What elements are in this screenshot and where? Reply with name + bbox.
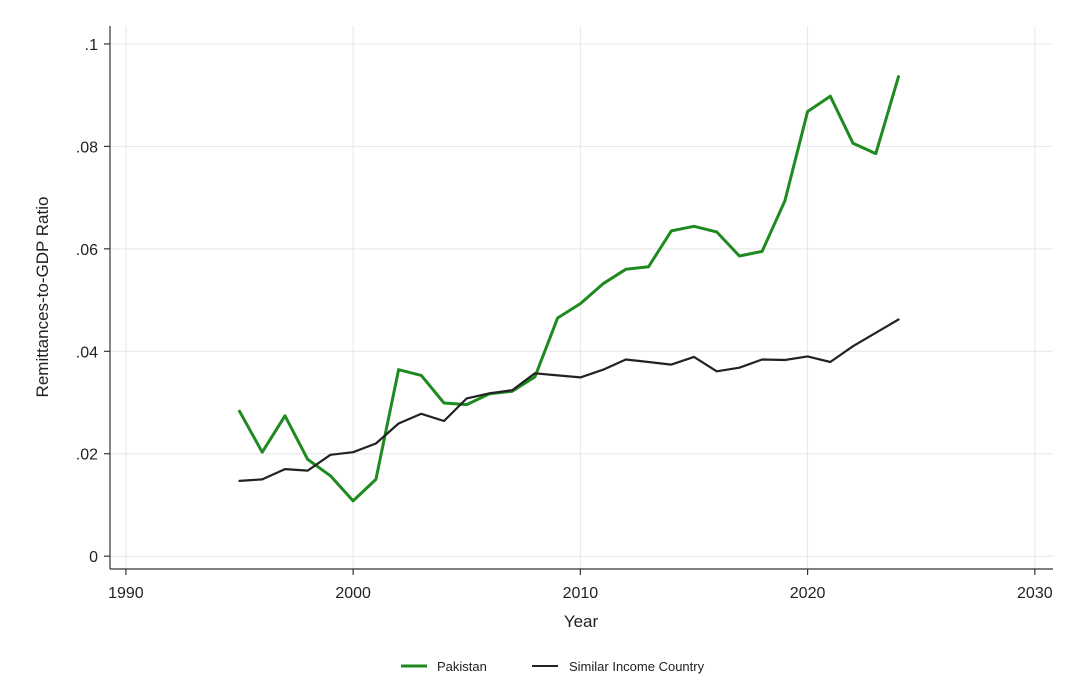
data-point-similar-income-country [284, 468, 286, 470]
data-point-pakistan [647, 266, 650, 268]
data-point-similar-income-country [375, 442, 377, 445]
data-point-pakistan [852, 142, 854, 144]
series-lines [238, 75, 900, 503]
data-point-pakistan [829, 95, 831, 97]
data-point-pakistan [557, 317, 559, 319]
data-point-pakistan [579, 303, 582, 305]
axes [109, 26, 1053, 570]
data-point-similar-income-country [784, 359, 786, 361]
data-point-similar-income-country [829, 361, 831, 363]
series-line-pakistan [238, 75, 900, 503]
data-point-similar-income-country [579, 376, 582, 378]
x-tick-label: 2000 [335, 585, 371, 602]
y-axis-title: Remittances-to-GDP Ratio [33, 197, 52, 398]
y-tick-label: .04 [76, 344, 98, 361]
data-point-pakistan [716, 231, 718, 233]
data-point-similar-income-country [875, 332, 877, 334]
y-tick-label: .06 [76, 242, 98, 259]
data-point-similar-income-country [238, 480, 241, 482]
data-point-similar-income-country [738, 367, 741, 369]
data-point-similar-income-country [398, 422, 400, 425]
data-point-similar-income-country [261, 478, 263, 480]
data-point-similar-income-country [602, 369, 604, 371]
data-point-pakistan [875, 153, 877, 155]
data-point-pakistan [238, 410, 241, 412]
data-point-similar-income-country [557, 374, 559, 376]
data-point-similar-income-country [443, 420, 445, 422]
data-point-similar-income-country [329, 454, 331, 456]
data-point-similar-income-country [852, 345, 854, 347]
y-tick-label: .02 [76, 447, 98, 464]
data-point-pakistan [602, 283, 604, 285]
data-point-pakistan [329, 475, 331, 477]
data-point-pakistan [897, 76, 900, 78]
data-point-similar-income-country [807, 355, 809, 357]
data-point-pakistan [693, 225, 695, 227]
data-point-pakistan [738, 255, 741, 257]
data-point-similar-income-country [693, 356, 695, 358]
axis-ticks: 1990 2000 2010 2020 2030 0 .02 .04 .06 .08 .1 [76, 37, 1053, 602]
data-point-pakistan [375, 478, 377, 480]
y-tick-label: .08 [76, 139, 98, 156]
data-point-pakistan [352, 500, 354, 502]
x-tick-label: 1990 [108, 585, 144, 602]
data-point-similar-income-country [466, 397, 468, 399]
data-point-pakistan [534, 376, 536, 378]
data-point-pakistan [307, 458, 309, 460]
data-point-pakistan [625, 268, 627, 270]
data-point-pakistan [443, 402, 445, 404]
data-point-similar-income-country [534, 372, 536, 374]
data-point-pakistan [761, 250, 763, 252]
data-point-similar-income-country [897, 318, 900, 321]
data-point-similar-income-country [647, 361, 650, 363]
data-point-pakistan [670, 230, 672, 232]
x-axis-title: Year [564, 612, 599, 631]
grid-lines [110, 26, 1053, 569]
series-line-similar-income-country [238, 318, 900, 482]
legend-label-similar-income-country: Similar Income Country [569, 659, 705, 674]
data-point-similar-income-country [670, 364, 672, 366]
data-point-similar-income-country [761, 358, 763, 361]
data-point-similar-income-country [511, 389, 513, 391]
y-tick-label: .1 [85, 37, 98, 54]
data-point-similar-income-country [625, 358, 627, 361]
data-point-pakistan [420, 374, 422, 376]
data-point-similar-income-country [716, 370, 718, 372]
legend: Pakistan Similar Income Country [401, 659, 705, 674]
x-tick-label: 2010 [563, 585, 599, 602]
data-point-similar-income-country [488, 392, 491, 394]
data-point-pakistan [284, 415, 286, 417]
data-point-pakistan [784, 200, 786, 202]
data-point-similar-income-country [307, 470, 309, 472]
data-point-pakistan [398, 369, 400, 371]
x-tick-label: 2030 [1017, 585, 1053, 602]
y-tick-label: 0 [89, 549, 98, 566]
legend-label-pakistan: Pakistan [437, 659, 487, 674]
data-point-pakistan [261, 451, 263, 453]
x-tick-label: 2020 [790, 585, 826, 602]
data-point-similar-income-country [420, 413, 422, 415]
data-point-pakistan [466, 404, 468, 406]
data-point-pakistan [807, 110, 809, 113]
data-point-similar-income-country [352, 451, 354, 453]
